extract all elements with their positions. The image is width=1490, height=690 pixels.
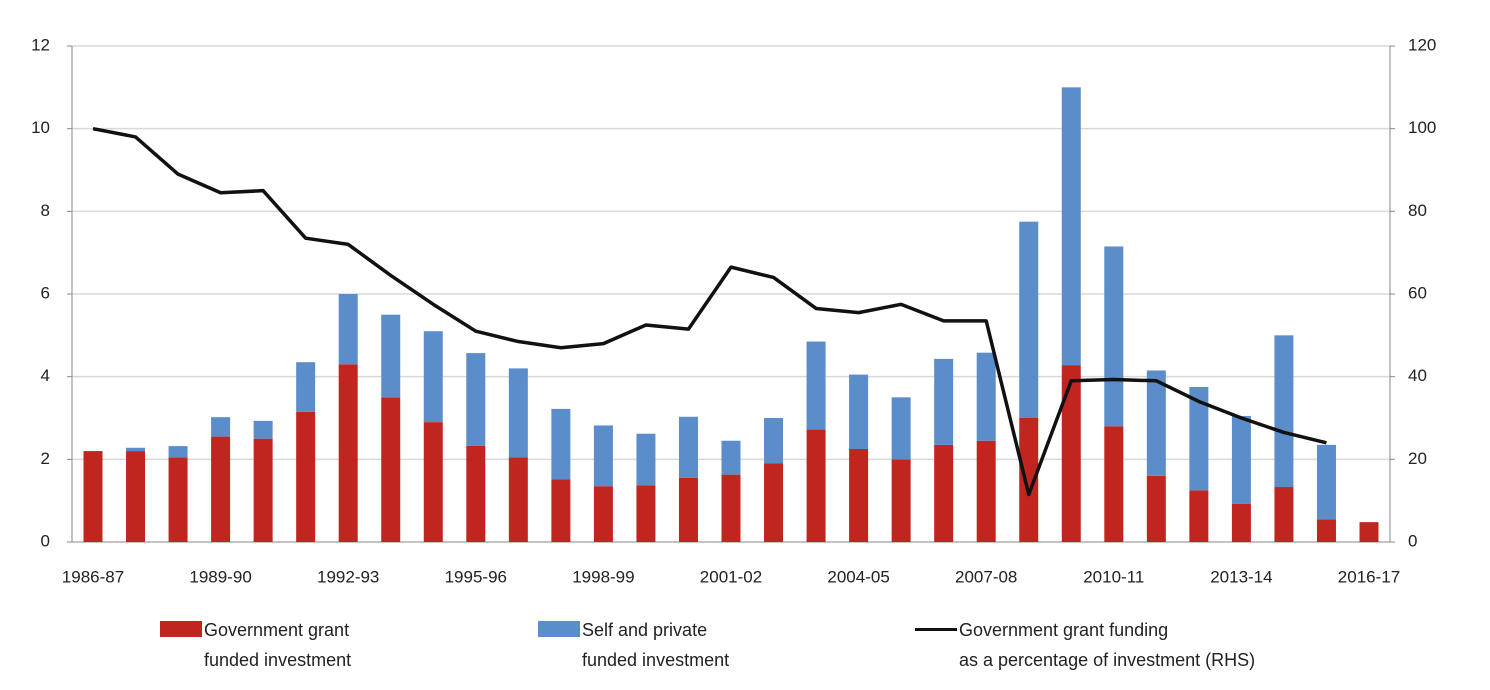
y2-tick-label: 100 — [1408, 118, 1436, 137]
line — [92, 126, 1327, 497]
bar — [934, 444, 954, 542]
bar — [466, 353, 486, 446]
bar — [721, 440, 741, 475]
bar — [764, 418, 784, 464]
bar — [296, 411, 316, 542]
y-tick-label: 12 — [31, 35, 50, 54]
bar — [381, 397, 401, 542]
y2-tick-label: 20 — [1408, 449, 1427, 468]
bar — [296, 362, 316, 412]
bar — [636, 433, 656, 486]
bar — [636, 485, 656, 542]
bar — [508, 368, 528, 458]
legend-swatch — [538, 621, 580, 637]
bar — [1019, 418, 1039, 542]
bar — [1104, 426, 1124, 542]
bar — [891, 459, 911, 542]
bar — [1316, 444, 1336, 520]
bar — [168, 457, 188, 542]
legend-label: Government grant funding as a percentage… — [959, 620, 1256, 670]
legend-swatch — [160, 621, 202, 637]
legend-swatch — [915, 628, 957, 631]
bar — [1104, 246, 1124, 427]
bar — [806, 429, 826, 542]
bar — [423, 331, 443, 423]
y-tick-label: 2 — [41, 449, 50, 468]
bar — [1061, 87, 1081, 366]
y-tick-label: 6 — [41, 283, 50, 302]
y2-tick-label: 0 — [1408, 531, 1417, 550]
bar — [593, 486, 613, 542]
y-tick-label: 4 — [41, 366, 50, 385]
y2-tick-label: 80 — [1408, 201, 1427, 220]
bar — [1359, 522, 1379, 542]
bar — [721, 474, 741, 542]
bar — [551, 479, 571, 542]
bar — [1316, 519, 1336, 542]
x-tick-label: 2007-08 — [955, 567, 1017, 586]
bar — [126, 447, 146, 452]
bar — [1231, 415, 1251, 504]
bar — [849, 374, 869, 449]
bar — [764, 463, 784, 542]
bar — [593, 425, 613, 487]
y-tick-label: 8 — [41, 201, 50, 220]
y2-tick-label: 40 — [1408, 366, 1427, 385]
bar — [891, 397, 911, 460]
bar — [253, 420, 273, 439]
bar — [253, 438, 273, 542]
bar — [806, 341, 826, 430]
bar — [466, 445, 486, 542]
x-tick-label: 2010-11 — [1083, 567, 1144, 586]
x-tick-label: 1995-96 — [445, 567, 507, 586]
bar — [83, 451, 103, 542]
x-tick-label: 2004-05 — [827, 567, 889, 586]
bar — [508, 457, 528, 542]
bar — [168, 446, 188, 458]
legend-label: Self and private funded investment — [582, 620, 730, 670]
y2-tick-label: 120 — [1408, 35, 1436, 54]
bar — [1189, 387, 1209, 491]
bar — [551, 408, 571, 480]
bar — [1146, 370, 1166, 476]
bar — [381, 314, 401, 398]
bar — [423, 422, 443, 542]
bar — [1274, 487, 1294, 542]
x-tick-label: 2016-17 — [1338, 567, 1400, 586]
bar — [1146, 475, 1166, 542]
bar — [934, 358, 954, 445]
bar — [1061, 365, 1081, 542]
x-tick-label: 2001-02 — [700, 567, 762, 586]
bar — [678, 477, 698, 542]
x-tick-label: 1986-87 — [62, 567, 124, 586]
bar — [211, 417, 231, 437]
bar — [1019, 221, 1039, 418]
legend-label: Government grant funded investment — [204, 620, 352, 670]
x-tick-label: 1992-93 — [317, 567, 379, 586]
y2-tick-label: 60 — [1408, 283, 1427, 302]
x-tick-label: 1998-99 — [572, 567, 634, 586]
bar — [338, 364, 358, 542]
bar — [338, 294, 358, 365]
bar — [976, 440, 996, 542]
bar — [1231, 503, 1251, 542]
bar — [126, 451, 146, 542]
bar — [976, 352, 996, 441]
x-tick-label: 2013-14 — [1210, 567, 1272, 586]
bar — [1189, 490, 1209, 542]
x-tick-label: 1989-90 — [189, 567, 251, 586]
bar — [211, 436, 231, 542]
bar — [678, 416, 698, 478]
y-tick-label: 10 — [31, 118, 50, 137]
bar — [849, 449, 869, 542]
y-tick-label: 0 — [41, 531, 50, 550]
bar — [1274, 335, 1294, 488]
